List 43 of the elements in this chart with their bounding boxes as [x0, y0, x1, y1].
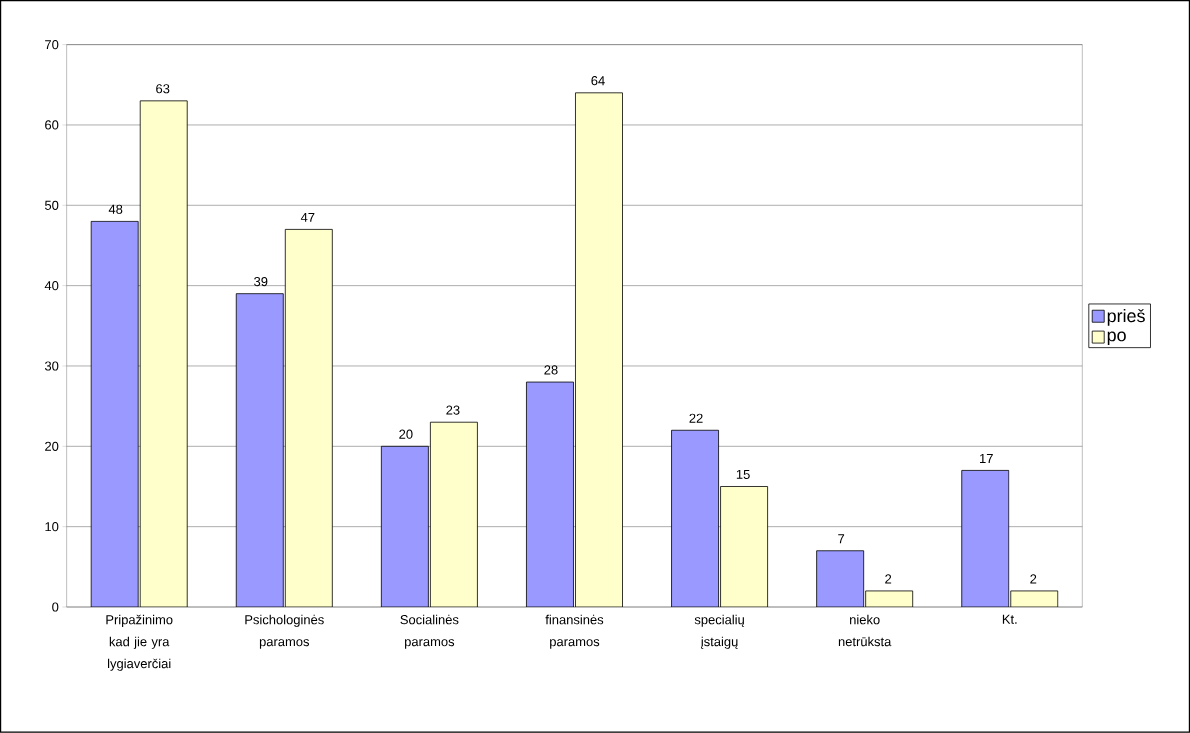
bar	[380, 446, 429, 608]
y-tick-label: 10	[45, 522, 59, 532]
bar	[429, 421, 478, 608]
data-label: 64	[591, 76, 605, 86]
bar	[671, 430, 719, 608]
data-label: 7	[838, 534, 845, 544]
y-tick-label: 60	[45, 120, 59, 130]
data-label: 2	[885, 574, 892, 584]
data-label: 28	[544, 365, 558, 375]
data-label: 47	[300, 213, 315, 223]
data-label: 23	[446, 405, 460, 415]
x-tick-label: Pripažinimo kad jie yra lygiaverčiai	[106, 614, 173, 671]
bar	[285, 229, 333, 608]
y-tick-label: 30	[44, 361, 59, 371]
y-tick-label: 0	[52, 602, 59, 612]
legend-label: prieš	[1107, 309, 1145, 326]
data-label: 17	[980, 454, 993, 464]
data-label: 2	[1030, 574, 1037, 584]
bar	[961, 470, 1010, 608]
x-tick-label: Kt.	[1002, 614, 1017, 624]
legend-label: po	[1107, 331, 1126, 346]
x-tick-label: specialių įstaigų	[694, 614, 745, 649]
bar	[816, 550, 865, 608]
y-tick-label: 50	[44, 200, 59, 211]
data-label: 39	[254, 277, 268, 287]
y-tick-label: 20	[45, 441, 59, 452]
x-tick-label: finansinės paramos	[545, 614, 604, 649]
x-tick-label: nieko netrūksta	[838, 614, 892, 647]
bar	[90, 221, 139, 608]
x-tick-label: Socialinės paramos	[400, 614, 459, 649]
bar	[720, 486, 768, 608]
data-label: 15	[736, 470, 750, 480]
data-label: 22	[689, 413, 703, 423]
data-label: 20	[399, 429, 413, 439]
x-tick-label: Psichologinės paramos	[245, 614, 324, 649]
data-label: 63	[156, 84, 170, 94]
bar	[575, 92, 623, 608]
y-tick-label: 40	[44, 281, 59, 291]
y-tick-label: 70	[45, 40, 59, 50]
bar	[526, 381, 574, 608]
bar	[236, 293, 284, 608]
data-label: 48	[108, 204, 123, 214]
bar	[139, 100, 188, 608]
